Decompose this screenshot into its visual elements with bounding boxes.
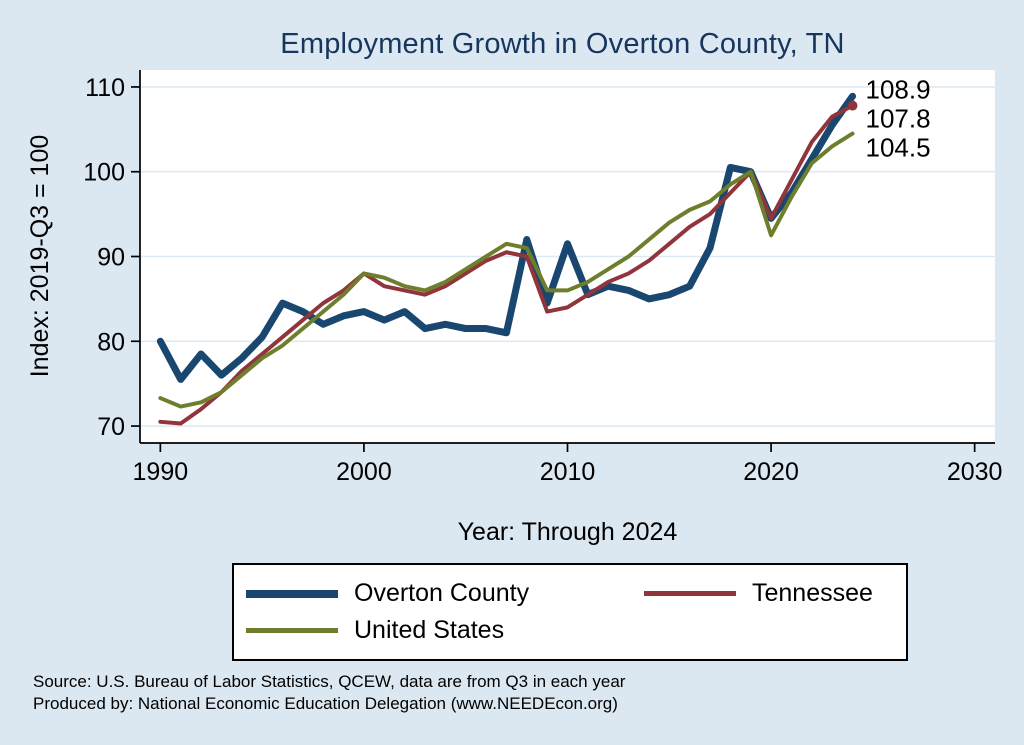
end-label-overton-county: 108.9 bbox=[866, 74, 931, 104]
legend-swatch-tennessee bbox=[644, 591, 736, 596]
end-label-united-states: 104.5 bbox=[866, 132, 931, 162]
legend-label-overton-county: Overton County bbox=[354, 579, 530, 607]
source-note: Source: U.S. Bureau of Labor Statistics,… bbox=[33, 672, 626, 691]
x-tick-label: 1990 bbox=[133, 458, 189, 486]
y-tick-label: 90 bbox=[97, 244, 125, 272]
legend: Overton County Tennessee United States bbox=[232, 563, 908, 661]
x-tick-label: 2020 bbox=[743, 458, 799, 486]
chart-title: Employment Growth in Overton County, TN bbox=[280, 28, 845, 60]
legend-item-united-states: United States bbox=[246, 616, 644, 645]
end-label-tennessee: 107.8 bbox=[866, 103, 931, 133]
credit-note: Produced by: National Economic Education… bbox=[33, 694, 618, 713]
series-line-tennessee bbox=[158, 103, 855, 426]
y-tick-label: 70 bbox=[97, 413, 125, 441]
legend-swatch-united-states bbox=[246, 628, 338, 633]
x-tick-label: 2030 bbox=[947, 458, 1003, 486]
y-tick-label: 100 bbox=[83, 159, 125, 187]
x-axis-label: Year: Through 2024 bbox=[457, 518, 678, 546]
y-tick-label: 80 bbox=[97, 328, 125, 356]
legend-item-tennessee: Tennessee bbox=[644, 579, 906, 608]
end-marker-tennessee bbox=[847, 100, 858, 111]
y-tick-label: 110 bbox=[85, 74, 125, 102]
series-line-overton-county bbox=[156, 92, 856, 383]
legend-label-united-states: United States bbox=[354, 616, 505, 644]
x-tick-label: 2010 bbox=[540, 458, 596, 486]
x-tick-label: 2000 bbox=[336, 458, 392, 486]
series-line-united-states bbox=[158, 131, 855, 409]
legend-item-overton-county: Overton County bbox=[246, 579, 644, 608]
plot-region: 70 80 90 100 110 1990 2000 2010 2020 2030 108.9107… bbox=[83, 70, 1003, 486]
legend-swatch-overton-county bbox=[246, 589, 338, 598]
legend-label-tennessee: Tennessee bbox=[752, 579, 873, 607]
